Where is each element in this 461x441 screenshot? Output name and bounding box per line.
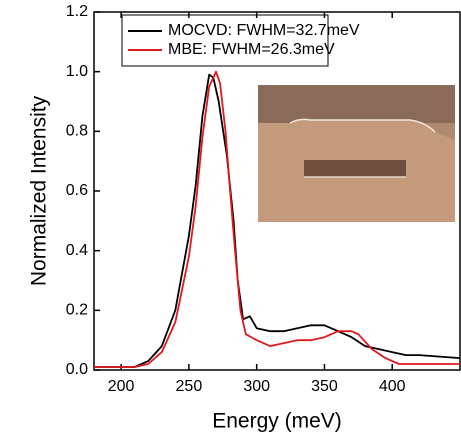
y-tick-label: 0.0 (66, 361, 88, 378)
series-line (94, 70, 460, 368)
y-tick-label: 1.2 (66, 3, 88, 20)
y-tick-label: 0.4 (66, 242, 88, 259)
x-tick-label: 300 (243, 378, 270, 395)
x-tick-label: 200 (108, 378, 135, 395)
legend-label: MOCVD: FWHM=32.7meV (168, 22, 360, 39)
y-tick-label: 0.6 (66, 182, 88, 199)
x-tick-label: 400 (379, 378, 406, 395)
x-tick-label: 250 (176, 378, 203, 395)
legend: MOCVD: FWHM=32.7meV MBE: FWHM=26.3meV (121, 14, 360, 67)
x-axis-label: Energy (meV) (212, 410, 342, 433)
y-tick-label: 0.8 (66, 123, 88, 140)
legend-label: MBE: FWHM=26.3meV (168, 41, 335, 58)
y-axis-label: Normalized Intensity (28, 95, 51, 286)
y-tick-label: 1.0 (66, 63, 88, 80)
series-line (94, 73, 461, 368)
x-tick-label: 350 (311, 378, 338, 395)
y-tick-label: 0.2 (66, 302, 88, 319)
inset-image (258, 85, 455, 222)
